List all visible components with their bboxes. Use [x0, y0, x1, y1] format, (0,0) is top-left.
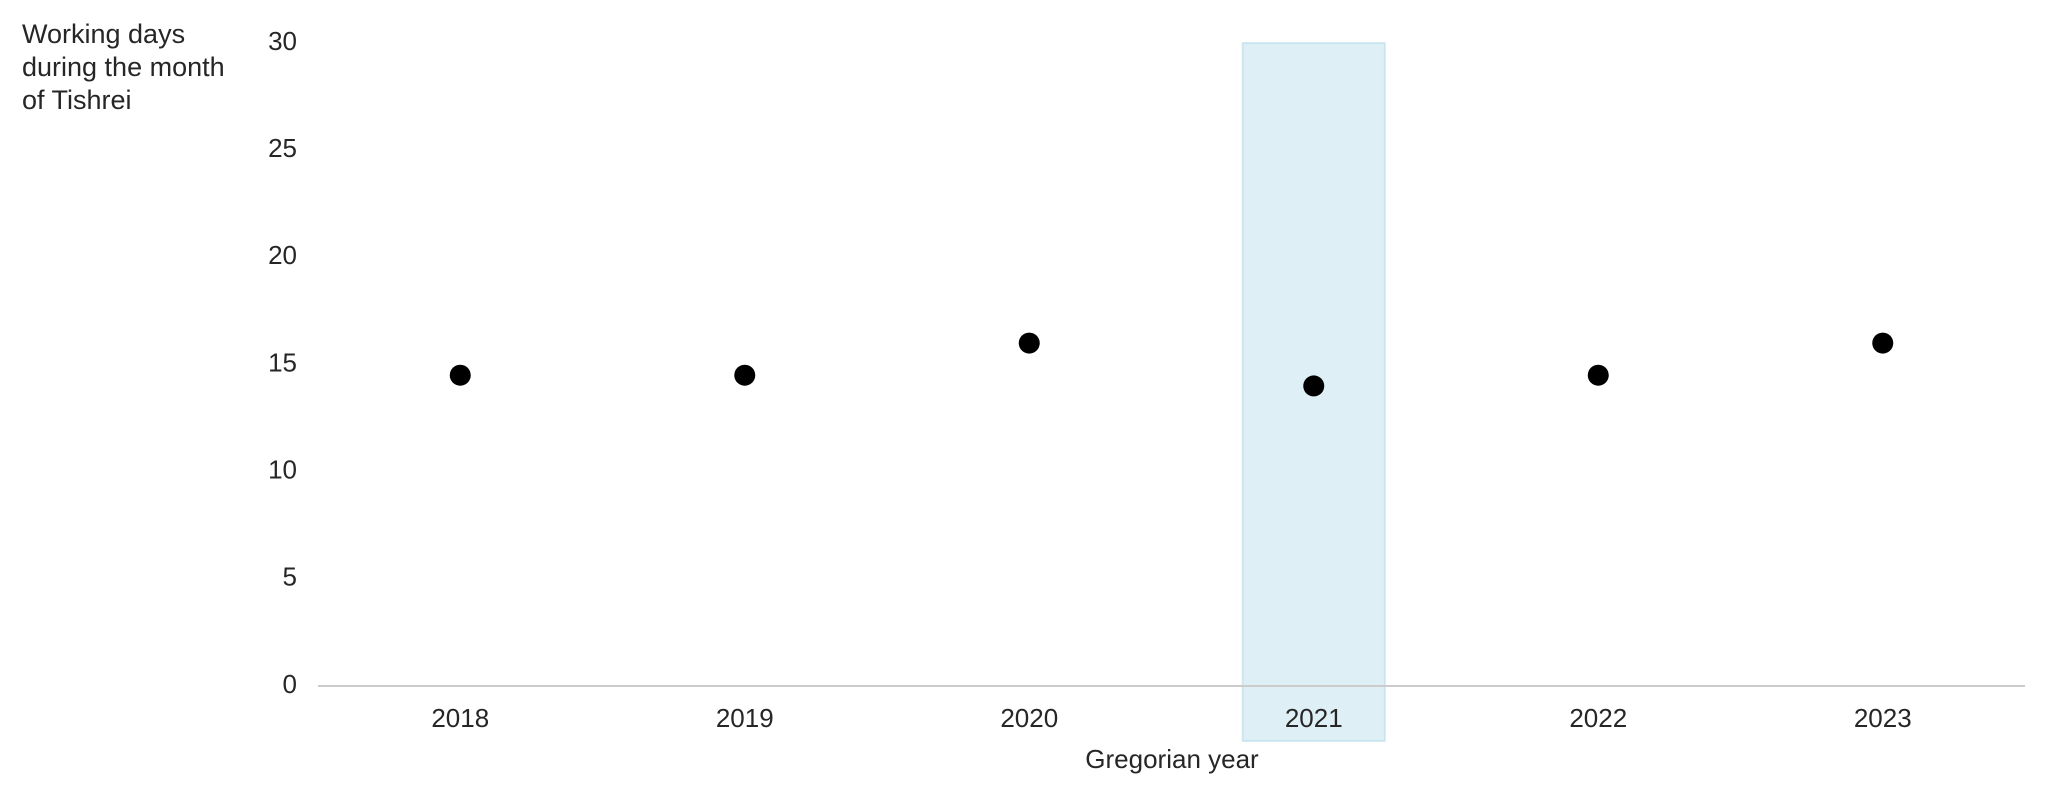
point: [734, 364, 756, 386]
x-axis-label: Gregorian year: [1085, 744, 1259, 774]
y-tick-label: 0: [283, 669, 297, 699]
y-tick-label: 15: [268, 347, 297, 377]
point: [449, 364, 471, 386]
x-tick-label: 2018: [431, 703, 489, 733]
x-tick-label: 2020: [1000, 703, 1058, 733]
x-tick-label: 2021: [1285, 703, 1343, 733]
y-tick-label: 20: [268, 240, 297, 270]
point: [1872, 332, 1894, 354]
y-tick-label: 25: [268, 133, 297, 163]
x-tick-label: 2023: [1854, 703, 1912, 733]
x-tick-label: 2022: [1569, 703, 1627, 733]
y-axis-label: Working days during the month of Tishrei: [22, 19, 225, 115]
y-tick-label: 10: [268, 455, 297, 485]
point: [1303, 375, 1325, 397]
point: [1018, 332, 1040, 354]
x-tick-label: 2019: [716, 703, 774, 733]
y-tick-label: 30: [268, 26, 297, 56]
point: [1587, 364, 1609, 386]
y-tick-label: 5: [283, 562, 297, 592]
